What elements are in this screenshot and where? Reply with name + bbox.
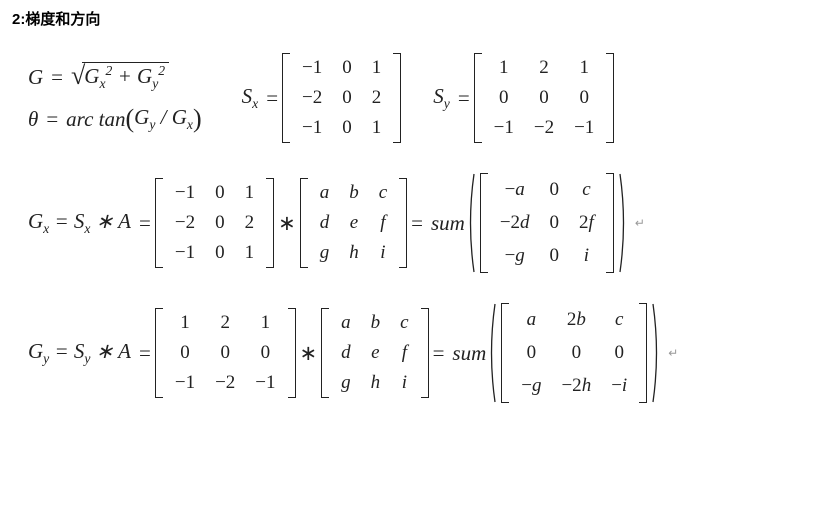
eq-op: = [266, 86, 278, 111]
eq-Sy: Sy = 121000−1−2−1 [433, 53, 618, 143]
cursor-caret-icon: ↵ [668, 346, 678, 361]
eq-op: = [139, 211, 151, 236]
lparen-icon [466, 173, 476, 273]
rparen-icon [618, 173, 628, 273]
Sx-lhs: Sx [242, 84, 259, 112]
Gx-lhs: Gx = Sx ∗ A [28, 209, 131, 237]
matrix-A2: abcdefghi [321, 308, 428, 398]
paren-l: ( [125, 104, 134, 134]
eq-theta: θ = arc tan ( Gy / Gx ) [28, 104, 202, 134]
matrix-Sy: 121000−1−2−1 [474, 53, 615, 143]
matrix-A1: abcdefghi [300, 178, 407, 268]
matrix-Sx: −101−202−101 [282, 53, 401, 143]
matrix-GyRes: a2bc000−g−2h−i [501, 303, 647, 403]
cursor-caret-icon: ↵ [635, 216, 645, 231]
radicand: Gx2 + Gy2 [82, 62, 169, 92]
G-lhs: G [28, 65, 43, 90]
paren-r: ) [193, 104, 202, 134]
Gy-lhs: Gy = Sy ∗ A [28, 339, 131, 367]
section-heading: 2:梯度和方向 [0, 0, 828, 37]
eq-Sx: Sx = −101−202−101 [242, 53, 406, 143]
row-Gy: Gy = Sy ∗ A = 121000−1−2−1 ∗ abcdefghi =… [28, 297, 800, 409]
matrix-Sx2: −101−202−101 [155, 178, 274, 268]
eq-op: = [46, 107, 58, 132]
row-top: G = √ Gx2 + Gy2 θ = arc tan ( Gy / Gx ) [28, 47, 800, 149]
eq-op: = [51, 65, 63, 90]
eq-op: = [139, 341, 151, 366]
eq-op: = [411, 211, 423, 236]
eq-op: = [458, 86, 470, 111]
sum-func: sum [431, 211, 465, 236]
big-paren-Gy: a2bc000−g−2h−i [487, 303, 661, 403]
big-paren-Gx: −a0c−2d02f−g0i [466, 173, 628, 273]
math-area: G = √ Gx2 + Gy2 θ = arc tan ( Gy / Gx ) [0, 37, 828, 419]
arctan-arg: Gy / Gx [134, 105, 193, 133]
conv-op: ∗ [300, 341, 318, 366]
matrix-Sy2: 121000−1−2−1 [155, 308, 296, 398]
conv-op: ∗ [278, 211, 296, 236]
Sy-lhs: Sy [433, 84, 450, 112]
sum-func: sum [452, 341, 486, 366]
rparen-icon [651, 303, 661, 403]
matrix-GxRes: −a0c−2d02f−g0i [480, 173, 614, 273]
lparen-icon [487, 303, 497, 403]
theta-lhs: θ [28, 107, 38, 132]
radical-sym: √ [71, 61, 85, 91]
row-Gx: Gx = Sx ∗ A = −101−202−101 ∗ abcdefghi =… [28, 167, 800, 279]
eq-G: G = √ Gx2 + Gy2 [28, 62, 202, 92]
sqrt: √ Gx2 + Gy2 [71, 62, 169, 92]
eq-op: = [433, 341, 445, 366]
arctan-func: arc tan [66, 107, 125, 132]
